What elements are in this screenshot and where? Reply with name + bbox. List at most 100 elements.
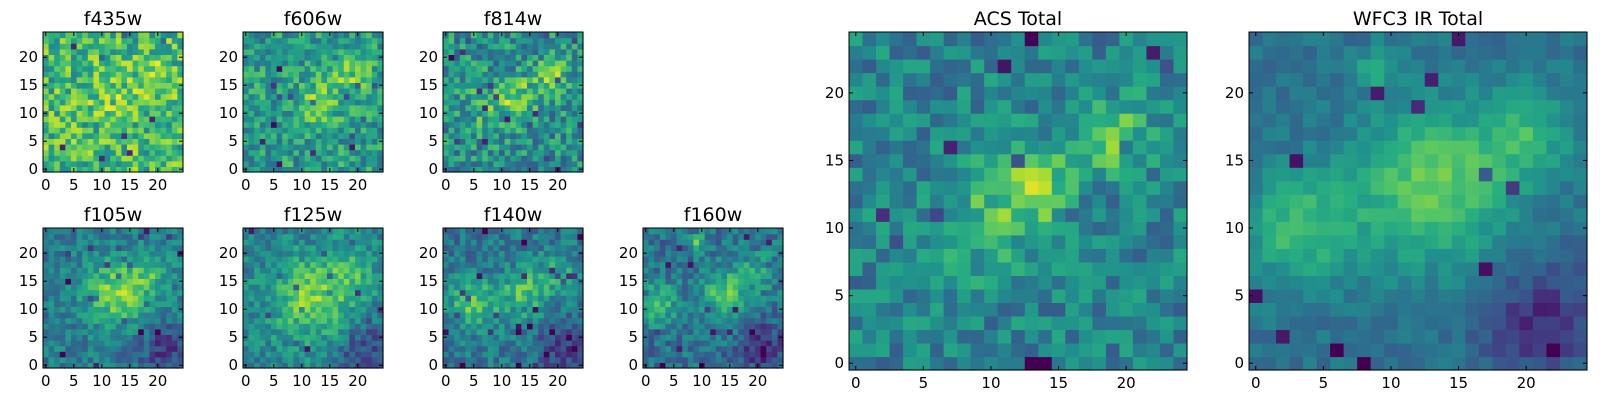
heatmap-cell [282,71,289,78]
heatmap-cell [443,340,450,347]
heatmap-cell [771,284,778,291]
heatmap-cell [459,149,466,156]
heatmap-cell [293,295,300,302]
heatmap-cell [127,233,134,240]
heatmap-cell [332,228,339,235]
heatmap-cell [332,121,339,128]
heatmap-cell [676,289,683,296]
x-tick-label: 10 [292,372,311,390]
heatmap-cell [560,93,567,100]
heatmap-cell [355,345,362,352]
heatmap-cell [366,43,373,50]
heatmap-cell [271,132,278,139]
heatmap-cells [849,32,1188,371]
heatmap-cell [254,261,261,268]
heatmap-cell [160,116,167,123]
heatmap-cell [282,160,289,167]
heatmap-cell [327,144,334,151]
heatmap-cell [360,127,367,134]
heatmap-cell [471,306,478,313]
heatmap-cell [903,302,918,317]
heatmap-cell [366,127,373,134]
heatmap-cell [132,65,139,72]
heatmap-cell [471,110,478,117]
heatmap-cell [43,351,50,358]
heatmap-cell [343,317,350,324]
heatmap-cell [343,99,350,106]
heatmap-cell [87,295,94,302]
heatmap-cell [538,32,545,39]
heatmap-cell [510,127,517,134]
heatmap-cell [566,149,573,156]
y-tick-label: 10 [219,300,238,318]
heatmap-cell [138,138,145,145]
heatmap-cell [549,166,556,173]
heatmap-cell [110,334,117,341]
heatmap-cell [1159,234,1175,249]
heatmap-cell [704,328,711,335]
heatmap-cell [282,306,289,313]
heatmap-cell [543,284,550,291]
heatmap-cell [143,300,150,307]
heatmap-cell [849,329,864,344]
heatmap-cell [760,267,767,274]
heatmap-cell [577,116,584,123]
heatmap-cell [571,250,578,257]
heatmap-cell [710,239,717,246]
heatmap-cell [499,256,506,263]
heatmap-cell [254,82,261,89]
heatmap-cell [121,323,128,330]
heatmap-cell [76,121,83,128]
heatmap-cell [1173,261,1188,276]
heatmap-cell [515,99,522,106]
heatmap-cell [338,295,345,302]
heatmap-cell [665,356,672,363]
heatmap-cell [1051,315,1066,331]
heatmap-cell [338,272,345,279]
heatmap-cell [71,116,78,123]
heatmap-cell [504,300,511,307]
heatmap-cell [282,138,289,145]
heatmap-cell [493,328,500,335]
heatmap-cell [560,160,567,167]
heatmap-cell [315,289,322,296]
heatmap-cell [293,306,300,313]
heatmap-cell [127,149,134,156]
heatmap-cell [371,127,378,134]
heatmap-cell [704,356,711,363]
heatmap-cell [355,328,362,335]
heatmap-cell [287,138,294,145]
heatmap-cell [738,356,745,363]
heatmap-cell [727,267,734,274]
heatmap-cell [676,239,683,246]
heatmap-cell [310,334,317,341]
heatmap-cell [177,345,184,352]
heatmap-cell [282,272,289,279]
heatmap-cell [121,82,128,89]
heatmap-cell [360,250,367,257]
heatmap-cell [93,149,100,156]
heatmap-cell [143,261,150,268]
heatmap-cell [499,127,506,134]
heatmap-cell [349,54,356,61]
heatmap-cell [104,228,111,235]
heatmap-cell [310,233,317,240]
heatmap-cell [54,256,61,263]
heatmap-cell [862,234,877,249]
heatmap-cell [110,104,117,111]
heatmap-cell [160,239,167,246]
heatmap-cell [327,76,334,83]
heatmap-cell [849,153,864,168]
heatmap-cell [355,233,362,240]
heatmap-cell [299,160,306,167]
heatmap-cell [287,295,294,302]
heatmap-cell [1011,302,1026,317]
heatmap-cell [299,351,306,358]
heatmap-cell [732,328,739,335]
heatmap-cell [115,65,122,72]
heatmap-cell [515,54,522,61]
heatmap-cell [143,149,150,156]
heatmap-cell [493,351,500,358]
heatmap-cell [360,99,367,106]
heatmap-cell [54,312,61,319]
